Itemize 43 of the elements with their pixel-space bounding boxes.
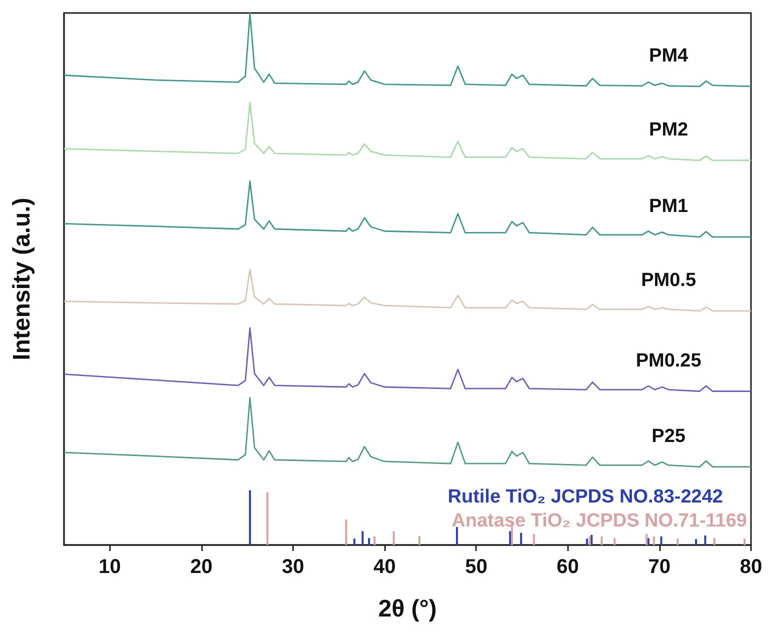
bar bbox=[614, 538, 616, 545]
series-label: PM0.25 bbox=[636, 350, 702, 372]
bar bbox=[520, 532, 522, 545]
x-axis-title: 2θ (°) bbox=[378, 596, 437, 622]
bar bbox=[392, 531, 395, 545]
series-label: PM1 bbox=[649, 196, 689, 218]
x-tick-label: 60 bbox=[556, 556, 579, 578]
series-label: Rutile TiO₂ JCPDS NO.83-2242 bbox=[448, 486, 723, 508]
y-axis-title: Intensity (a.u.) bbox=[8, 198, 36, 360]
bar bbox=[509, 531, 512, 545]
bar bbox=[353, 538, 356, 545]
bar bbox=[676, 538, 679, 545]
bar bbox=[362, 531, 364, 545]
bar bbox=[532, 534, 535, 545]
x-tick-label: 80 bbox=[740, 556, 762, 578]
bar bbox=[695, 539, 698, 545]
bar bbox=[660, 536, 662, 545]
bar bbox=[368, 538, 370, 545]
x-tick-label: 10 bbox=[98, 556, 121, 578]
bar bbox=[704, 535, 706, 545]
series-label: PM2 bbox=[649, 120, 688, 141]
bar bbox=[456, 526, 458, 545]
bar bbox=[646, 534, 648, 545]
bar bbox=[652, 536, 655, 545]
bar bbox=[374, 536, 376, 545]
bar bbox=[418, 536, 420, 545]
bar bbox=[713, 538, 716, 545]
series-label: P25 bbox=[652, 426, 686, 447]
series-label: PM0.5 bbox=[641, 270, 696, 292]
x-tick-label: 30 bbox=[282, 556, 304, 578]
x-tick-label: 40 bbox=[373, 556, 396, 578]
series-label: Anatase TiO₂ JCPDS NO.71-1169 bbox=[452, 510, 747, 532]
bar bbox=[586, 538, 588, 545]
series-label: PM4 bbox=[649, 46, 689, 67]
bar bbox=[600, 536, 603, 545]
x-tick-label: 20 bbox=[190, 556, 213, 578]
x-tick-label: 50 bbox=[465, 556, 488, 578]
bar bbox=[744, 538, 746, 545]
bar bbox=[248, 490, 251, 545]
bar bbox=[345, 519, 348, 545]
bar bbox=[266, 492, 268, 545]
x-tick-label: 70 bbox=[648, 556, 671, 578]
bar bbox=[647, 538, 650, 545]
